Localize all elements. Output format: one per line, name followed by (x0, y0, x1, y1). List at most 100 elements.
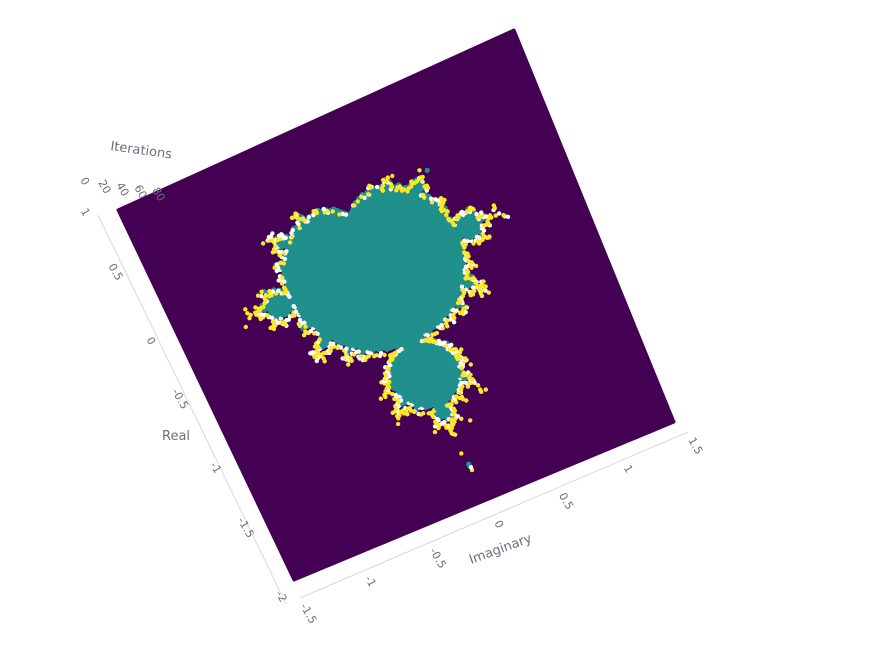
mandelbrot-point (395, 421, 401, 427)
mandelbrot-point (278, 260, 283, 265)
mandelbrot-point (346, 362, 351, 367)
mandelbrot-point (491, 203, 496, 208)
mandelbrot-point (455, 213, 460, 218)
mandelbrot-point (475, 383, 481, 388)
mandelbrot-point (459, 416, 464, 421)
mandelbrot-point (263, 293, 269, 298)
mandelbrot-point (453, 347, 458, 352)
mandelbrot-point (303, 324, 308, 329)
mandelbrot-point (267, 288, 272, 294)
mandelbrot-point (468, 372, 473, 377)
mandelbrot-point (344, 346, 349, 351)
mandelbrot-point (465, 238, 471, 244)
mandelbrot-point (459, 347, 464, 352)
mandelbrot-point (270, 289, 275, 294)
mandelbrot-point (459, 451, 464, 456)
mandelbrot-point (470, 377, 475, 382)
mandelbrot-point (471, 207, 476, 212)
mandelbrot-point (438, 196, 444, 201)
mandelbrot-point (471, 241, 476, 246)
mandelbrot-point (483, 284, 488, 289)
mandelbrot-point (468, 362, 473, 367)
mandelbrot-point (315, 331, 320, 336)
grid-layer (97, 214, 689, 605)
mandelbrot-point (436, 338, 442, 344)
mandelbrot-point (486, 290, 491, 295)
mandelbrot-point (310, 350, 315, 355)
mandelbrot-point (270, 319, 276, 324)
mandelbrot-point (243, 307, 248, 312)
mandelbrot-point (378, 396, 384, 401)
mandelbrot-point (462, 250, 467, 255)
mandelbrot-point (468, 418, 473, 423)
mandelbrot-point (243, 324, 248, 330)
mandelbrot-point (446, 216, 451, 222)
mandelbrot-point (480, 231, 485, 237)
mandelbrot-point (439, 323, 444, 328)
mandelbrot-point (312, 331, 317, 336)
mandelbrot-point (297, 318, 303, 323)
mandelbrot-point (445, 318, 450, 323)
mandelbrot-point (449, 218, 454, 224)
mandelbrot-point (471, 275, 476, 281)
mandelbrot-point (344, 352, 349, 357)
mandelbrot-point (356, 349, 361, 354)
mandelbrot-point (284, 249, 289, 254)
mandelbrot-point (348, 356, 353, 361)
mandelbrot-point (390, 391, 395, 397)
x-axis-line (299, 431, 689, 599)
mandelbrot-point (487, 234, 492, 239)
mandelbrot-point (462, 238, 467, 243)
mandelbrot-point (441, 208, 447, 213)
mandelbrot-point (272, 265, 277, 270)
mandelbrot-point (296, 321, 301, 327)
mandelbrot-point (276, 249, 281, 254)
mandelbrot-point (286, 317, 291, 322)
mandelbrot-point (464, 273, 470, 278)
mandelbrot-point (374, 353, 379, 358)
mandelbrot-point (282, 256, 288, 262)
mandelbrot-point (457, 356, 462, 361)
mandelbrot-point (460, 384, 465, 389)
mandelbrot-point (442, 197, 447, 203)
mandelbrot-point (425, 332, 430, 338)
mandelbrot-point (280, 275, 285, 280)
mandelbrot-point (259, 289, 264, 294)
mandelbrot-point (442, 419, 447, 425)
mandelbrot-point (464, 398, 469, 403)
mandelbrot-point (262, 296, 267, 301)
mandelbrot-point (459, 380, 464, 386)
mandelbrot-point (366, 354, 371, 359)
mandelbrot-point (303, 329, 308, 334)
mandelbrot-point (467, 376, 472, 381)
mandelbrot-point (382, 352, 387, 358)
mandelbrot-point (444, 321, 449, 327)
mandelbrot-point (293, 309, 298, 314)
mandelbrot-point (302, 320, 307, 325)
mandelbrot-point (433, 339, 438, 345)
mandelbrot-point (261, 304, 266, 310)
mandelbrot-point (407, 405, 412, 411)
mandelbrot-point (445, 209, 450, 214)
mandelbrot-point (358, 354, 363, 359)
mandelbrot-point (468, 465, 474, 470)
mandelbrot-point (338, 345, 343, 350)
mandelbrot-point (253, 305, 258, 310)
mandelbrot-point (387, 373, 392, 379)
mandelbrot-point (454, 308, 459, 313)
mandelbrot-point (457, 350, 463, 355)
mandelbrot-point (479, 288, 485, 293)
mandelbrot-point (429, 200, 435, 205)
mandelbrot-point (274, 268, 279, 274)
mandelbrot-point (463, 305, 469, 310)
mandelbrot-point (282, 285, 287, 290)
mandelbrot-point (464, 268, 470, 273)
mandelbrot-point (460, 287, 466, 293)
mandelbrot-point (442, 340, 447, 345)
mandelbrot-point (451, 406, 456, 411)
mandelbrot-point (483, 288, 488, 293)
mandelbrot-point (421, 411, 426, 416)
mandelbrot-point (281, 261, 286, 266)
